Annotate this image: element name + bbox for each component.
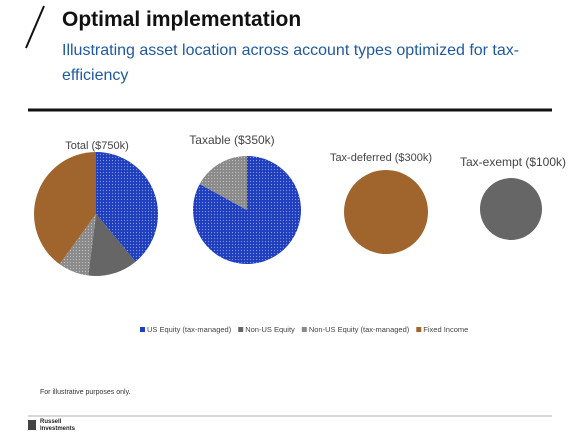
title: Optimal implementation [62,8,302,31]
pie-slice [344,170,428,254]
logo: Russell Investments [40,419,76,432]
footnote: For illustrative purposes only. [40,389,131,396]
legend-swatch [301,327,307,332]
subtitle: Illustrating asset location across accou… [62,42,520,84]
logo-icon [28,420,36,430]
pie-slice [480,178,542,240]
pie-slice-texture [199,156,247,210]
pie-title: Total ($750k) [65,140,129,152]
legend-swatch [140,327,145,332]
legend-label: Fixed Income [423,325,468,334]
pie-title: Tax-exempt ($100k) [460,155,566,169]
pie-title: Taxable ($350k) [189,133,274,147]
pie-slice-texture [96,152,158,262]
pie-slice-texture [59,214,96,276]
legend-label: Non-US Equity [245,325,295,334]
legend-label: US Equity (tax-managed) [147,325,232,334]
pie-title: Tax-deferred ($300k) [330,152,432,164]
legend-label: Non-US Equity (tax-managed) [309,325,410,334]
legend-swatch [416,327,422,332]
pie-slice [34,152,96,265]
legend-swatch [238,327,244,332]
pie-slice-texture [193,156,301,265]
pie-slice [88,214,136,276]
slash [25,5,45,49]
